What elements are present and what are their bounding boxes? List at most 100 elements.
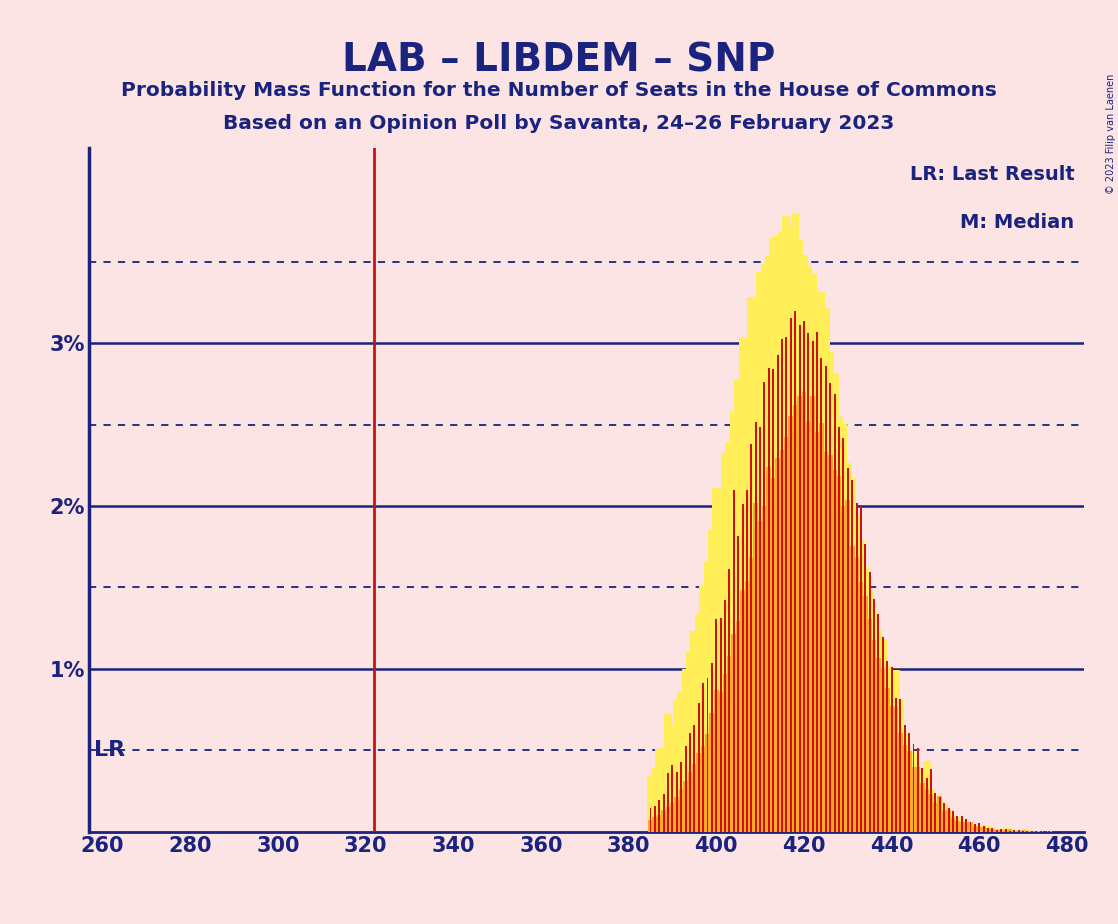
Bar (702, 683, 704, 832)
Bar (651, 769, 659, 832)
Bar (819, 423, 824, 832)
Bar (883, 666, 891, 832)
Bar (975, 824, 983, 832)
Bar (959, 822, 964, 832)
Bar (948, 808, 949, 832)
Bar (845, 501, 850, 832)
Bar (926, 778, 928, 832)
Bar (754, 503, 758, 832)
Bar (720, 618, 721, 832)
Bar (654, 806, 656, 832)
Bar (724, 601, 726, 832)
Bar (665, 808, 671, 832)
Bar (796, 239, 804, 832)
Bar (714, 690, 719, 832)
Bar (762, 506, 767, 832)
Bar (891, 667, 892, 832)
Bar (969, 822, 972, 832)
Bar (718, 691, 723, 832)
Bar (648, 821, 653, 832)
Bar (746, 490, 748, 832)
Bar (897, 699, 904, 832)
Bar (974, 823, 976, 832)
Bar (907, 750, 911, 832)
Bar (863, 596, 868, 832)
Bar (767, 467, 771, 832)
Bar (755, 422, 757, 832)
Bar (884, 688, 890, 832)
Bar (822, 308, 830, 832)
Bar (902, 745, 907, 832)
Bar (864, 544, 866, 832)
Bar (982, 827, 986, 832)
Bar (927, 790, 935, 832)
Bar (803, 322, 805, 832)
Bar (958, 820, 966, 832)
Bar (756, 273, 764, 832)
Bar (769, 237, 777, 832)
Bar (663, 794, 664, 832)
Bar (873, 600, 875, 832)
Bar (882, 638, 884, 832)
Bar (781, 339, 783, 832)
Bar (838, 427, 840, 832)
Bar (832, 469, 837, 832)
Bar (851, 480, 853, 832)
Bar (906, 748, 913, 832)
Text: LAB – LIBDEM – SNP: LAB – LIBDEM – SNP (342, 42, 776, 79)
Bar (850, 546, 854, 832)
Bar (899, 699, 901, 832)
Bar (655, 748, 663, 832)
Bar (931, 796, 939, 832)
Bar (716, 619, 718, 832)
Bar (893, 707, 899, 832)
Bar (811, 395, 815, 832)
Bar (684, 746, 686, 832)
Bar (910, 754, 918, 832)
Text: Based on an Opinion Poll by Savanta, 24–26 February 2023: Based on an Opinion Poll by Savanta, 24–… (224, 114, 894, 133)
Bar (887, 661, 888, 832)
Bar (978, 823, 980, 832)
Bar (846, 468, 849, 832)
Bar (669, 724, 676, 832)
Bar (853, 516, 861, 832)
Bar (1001, 829, 1002, 832)
Bar (912, 744, 915, 832)
Bar (868, 619, 872, 832)
Bar (936, 801, 944, 832)
Bar (821, 359, 823, 832)
Bar (664, 714, 672, 832)
Bar (861, 567, 869, 832)
Bar (925, 789, 929, 832)
Text: M: Median: M: Median (960, 213, 1074, 232)
Bar (954, 818, 961, 832)
Bar (1012, 831, 1016, 832)
Bar (844, 463, 852, 832)
Bar (1008, 831, 1011, 832)
Bar (758, 521, 762, 832)
Bar (877, 658, 881, 832)
Bar (1007, 829, 1013, 832)
Bar (1030, 831, 1034, 832)
Bar (963, 821, 970, 832)
Bar (1011, 830, 1018, 832)
Bar (869, 572, 871, 832)
Bar (854, 557, 859, 832)
Bar (979, 828, 987, 832)
Bar (911, 767, 916, 832)
Bar (793, 405, 797, 832)
Bar (991, 830, 995, 832)
Bar (892, 671, 900, 832)
Bar (672, 765, 673, 832)
Bar (737, 536, 739, 832)
Bar (667, 773, 669, 832)
Text: © 2023 Filip van Laenen: © 2023 Filip van Laenen (1106, 74, 1116, 194)
Bar (683, 781, 688, 832)
Bar (994, 830, 999, 832)
Bar (1002, 828, 1010, 832)
Bar (840, 424, 847, 832)
Bar (965, 820, 967, 832)
Bar (705, 734, 710, 832)
Bar (774, 237, 781, 832)
Bar (920, 783, 925, 832)
